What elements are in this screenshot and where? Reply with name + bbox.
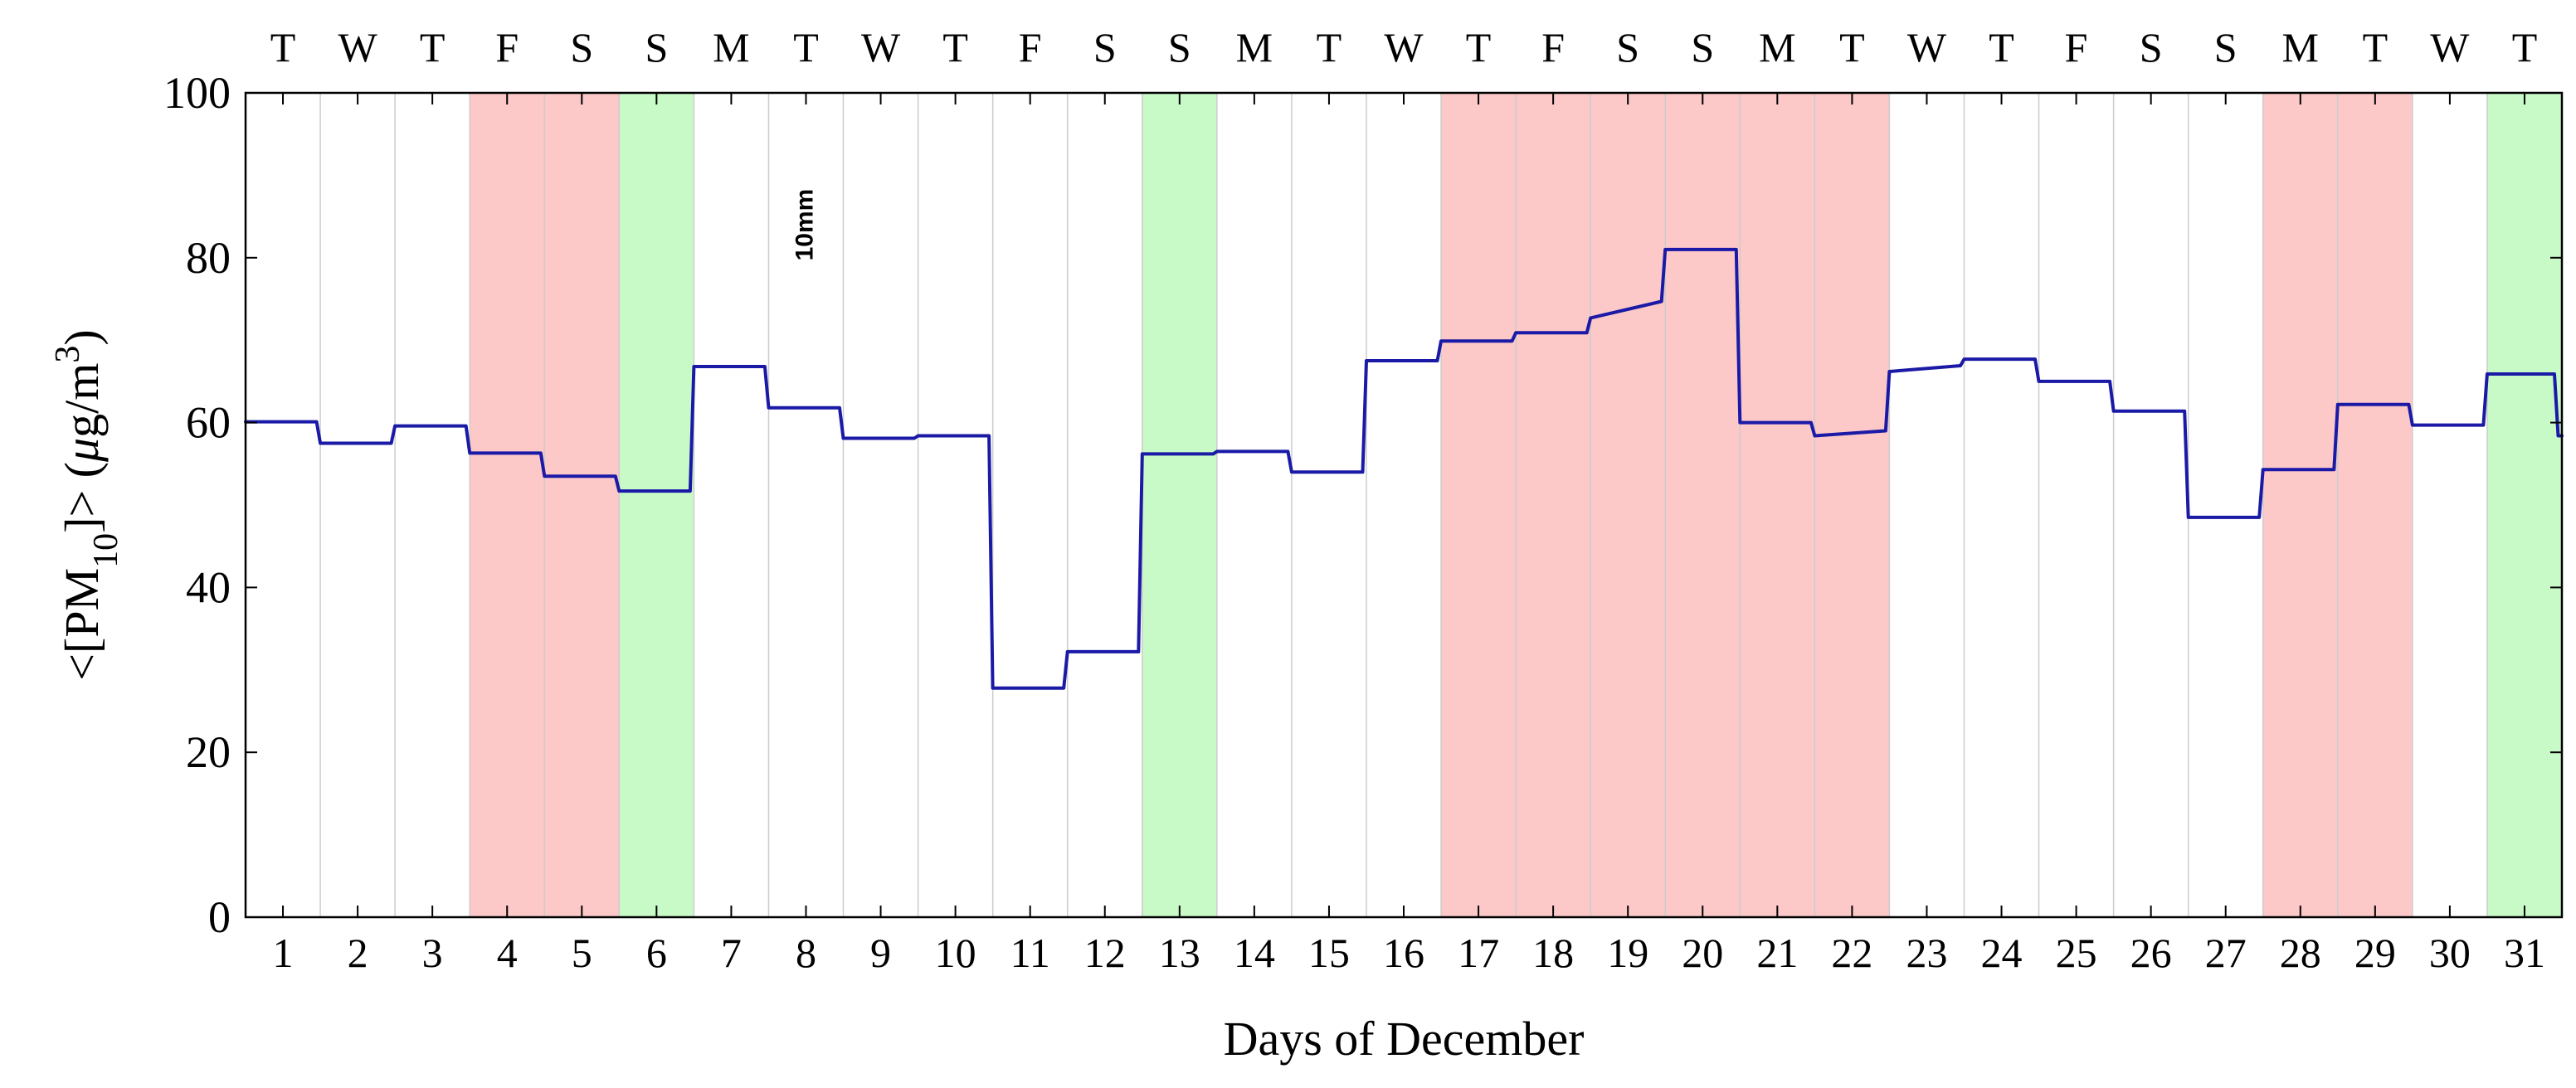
weekday-label-20: S <box>1691 24 1714 70</box>
xtick-label-24: 24 <box>1981 930 2023 976</box>
y-axis-label: <[PM10]> (μg/m3) <box>49 329 125 680</box>
x-axis-label: Days of December <box>1224 1012 1585 1066</box>
weekday-label-9: W <box>861 24 901 70</box>
xtick-label-14: 14 <box>1234 930 1275 976</box>
weekday-label-22: T <box>1839 24 1865 70</box>
weekday-label-10: T <box>942 24 968 70</box>
xtick-label-15: 15 <box>1308 930 1350 976</box>
weekday-label-15: T <box>1317 24 1342 70</box>
xtick-label-10: 10 <box>935 930 976 976</box>
weekday-label-13: S <box>1168 24 1191 70</box>
xtick-label-28: 28 <box>2280 930 2321 976</box>
weekday-label-28: M <box>2282 24 2319 70</box>
pm10-series <box>244 247 2564 690</box>
day-gridlines <box>319 93 2488 917</box>
xtick-label-11: 11 <box>1010 930 1050 976</box>
band-green-6 <box>2486 93 2562 917</box>
weekday-label-23: W <box>1907 24 1947 70</box>
xtick-label-5: 5 <box>572 930 592 976</box>
weekday-label-29: T <box>2363 24 2389 70</box>
band-green-3 <box>1142 93 1217 917</box>
weekday-label-8: T <box>793 24 819 70</box>
xtick-label-21: 21 <box>1756 930 1798 976</box>
weekday-label-26: S <box>2140 24 2163 70</box>
weekday-label-16: W <box>1384 24 1424 70</box>
xtick-label-22: 22 <box>1831 930 1872 976</box>
xtick-label-6: 6 <box>646 930 667 976</box>
xtick-label-9: 9 <box>870 930 891 976</box>
y-axis-label-unit: g/m <box>55 363 109 438</box>
weekday-label-2: W <box>338 24 377 70</box>
weekday-label-14: M <box>1236 24 1273 70</box>
xtick-label-29: 29 <box>2354 930 2396 976</box>
y-axis-label-end: ) <box>55 329 109 345</box>
x-axis-ticks: 1 2 3 4 5 6 7 8 9 10 11 12 13 14 15 16 17 18 19 20 21 22 23 24 2… <box>273 93 2545 976</box>
xtick-label-8: 8 <box>796 930 816 976</box>
xtick-label-1: 1 <box>273 930 294 976</box>
weekday-label-17: T <box>1466 24 1492 70</box>
xtick-label-3: 3 <box>422 930 443 976</box>
weekday-label-24: T <box>1989 24 2014 70</box>
weekday-label-30: W <box>2430 24 2470 70</box>
y-axis-label-close: ]> ( <box>55 462 109 533</box>
band-green-2 <box>619 93 694 917</box>
xtick-label-19: 19 <box>1607 930 1648 976</box>
weekday-label-19: S <box>1616 24 1639 70</box>
ytick-label-40: 40 <box>186 562 231 612</box>
weekday-label-25: F <box>2065 24 2088 70</box>
weekday-label-3: T <box>420 24 446 70</box>
xtick-label-18: 18 <box>1532 930 1574 976</box>
y-axis-label-open: <[PM <box>55 568 109 681</box>
xtick-label-2: 2 <box>348 930 368 976</box>
xtick-label-26: 26 <box>2130 930 2172 976</box>
y-axis-label-sup: 3 <box>49 346 87 363</box>
y-axis-label-mu: μ <box>55 438 109 463</box>
xtick-label-25: 25 <box>2056 930 2097 976</box>
weekday-label-18: F <box>1541 24 1565 70</box>
ytick-label-60: 60 <box>186 398 231 448</box>
weekday-label-27: S <box>2214 24 2238 70</box>
weekday-label-4: F <box>495 24 519 70</box>
series-line-1 <box>244 247 2564 690</box>
ytick-label-0: 0 <box>208 892 231 942</box>
xtick-label-20: 20 <box>1682 930 1723 976</box>
xtick-label-23: 23 <box>1906 930 1947 976</box>
xtick-label-12: 12 <box>1084 930 1126 976</box>
xtick-label-31: 31 <box>2504 930 2545 976</box>
weekday-label-21: M <box>1759 24 1795 70</box>
weekday-label-12: S <box>1093 24 1117 70</box>
weekday-label-6: S <box>645 24 668 70</box>
weekday-label-1: T <box>270 24 296 70</box>
xtick-label-27: 27 <box>2205 930 2247 976</box>
xtick-label-17: 17 <box>1458 930 1499 976</box>
weekday-label-31: T <box>2512 24 2538 70</box>
weekday-label-11: F <box>1019 24 1042 70</box>
ytick-label-20: 20 <box>186 727 231 777</box>
xtick-label-30: 30 <box>2429 930 2471 976</box>
xtick-label-4: 4 <box>497 930 518 976</box>
weekday-label-7: M <box>713 24 749 70</box>
annotation-rainfall: 10mm <box>791 189 818 261</box>
y-axis-label-sub: 10 <box>87 533 125 568</box>
xtick-label-16: 16 <box>1383 930 1424 976</box>
weekday-label-5: S <box>570 24 593 70</box>
ytick-label-80: 80 <box>186 233 231 283</box>
xtick-label-13: 13 <box>1159 930 1200 976</box>
y-axis-ticks: 0 20 40 60 80 100 <box>163 68 2562 942</box>
xtick-label-7: 7 <box>721 930 742 976</box>
ytick-label-100: 100 <box>163 68 231 118</box>
